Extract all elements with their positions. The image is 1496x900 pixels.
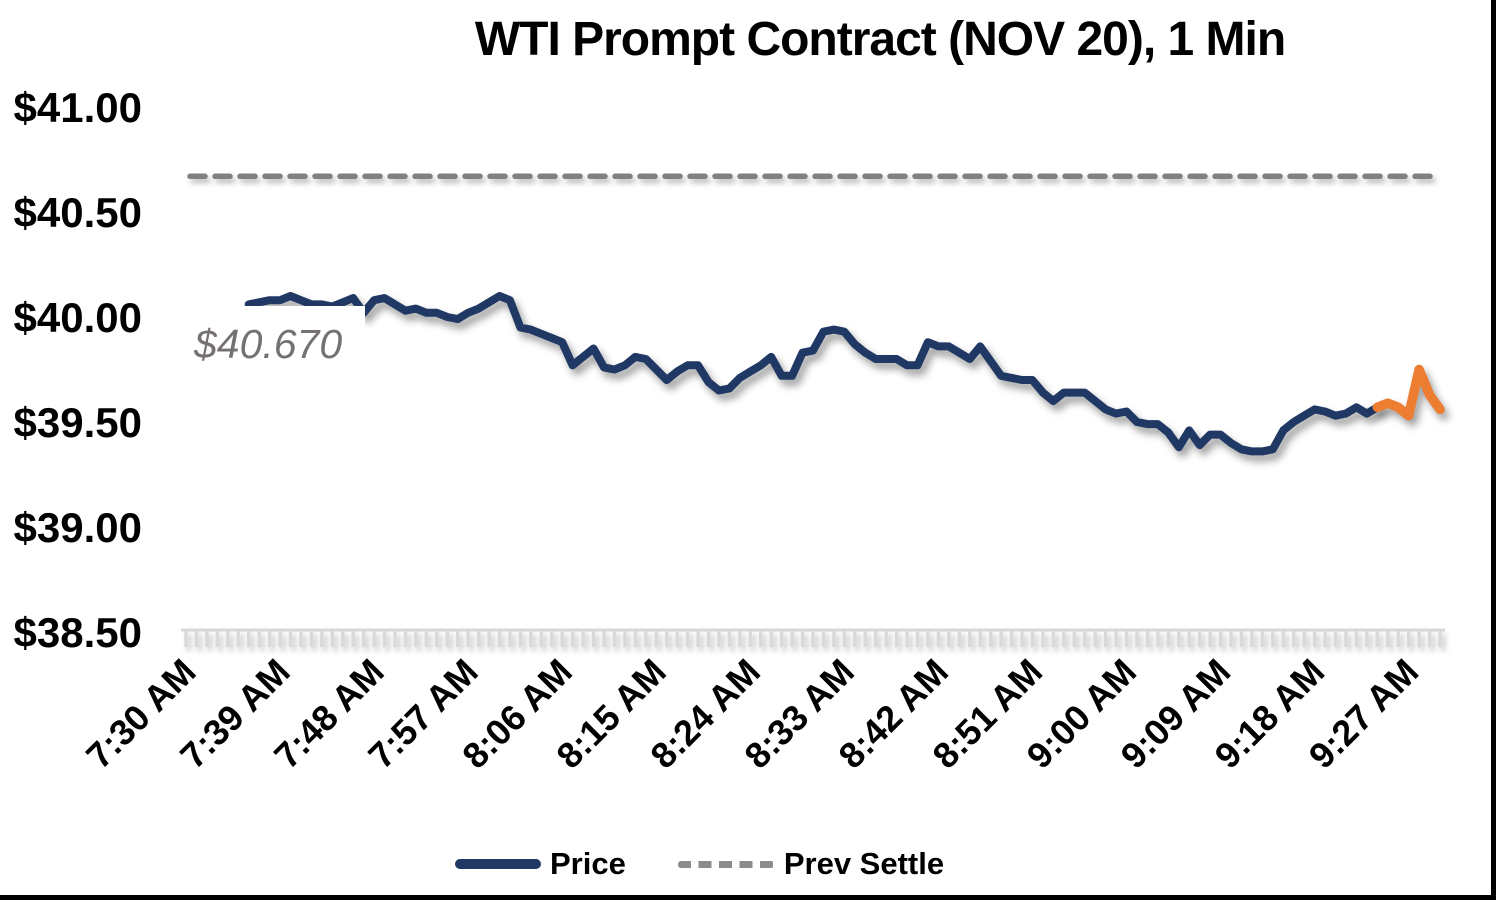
price-line-latest-highlight [1372, 364, 1445, 421]
prev-settle-annotation-background [188, 306, 365, 372]
price-legend-label: Price [550, 846, 626, 881]
prev-settle-legend-label: Prev Settle [783, 846, 945, 881]
y-axis-tick-label: $39.00 [14, 504, 142, 551]
x-axis-minor-ticks [184, 630, 1442, 647]
y-axis-tick-label: $40.50 [14, 189, 142, 236]
prev-settle-value-label: $40.670 [193, 321, 342, 367]
y-axis-tick-label: $40.00 [14, 294, 142, 341]
window-right-border [1491, 0, 1496, 900]
window-bottom-border [0, 895, 1496, 900]
price-legend-line-swatch [455, 859, 541, 869]
y-axis-tick-label: $41.00 [14, 84, 142, 131]
y-axis-tick-label: $39.50 [14, 399, 142, 446]
legend: Price Prev Settle [455, 844, 944, 884]
chart-title: WTI Prompt Contract (NOV 20), 1 Min [474, 13, 1286, 66]
y-axis-tick-label: $38.50 [14, 609, 142, 656]
price-line [244, 292, 1382, 456]
prev-settle-legend-dash-swatch [677, 860, 774, 868]
